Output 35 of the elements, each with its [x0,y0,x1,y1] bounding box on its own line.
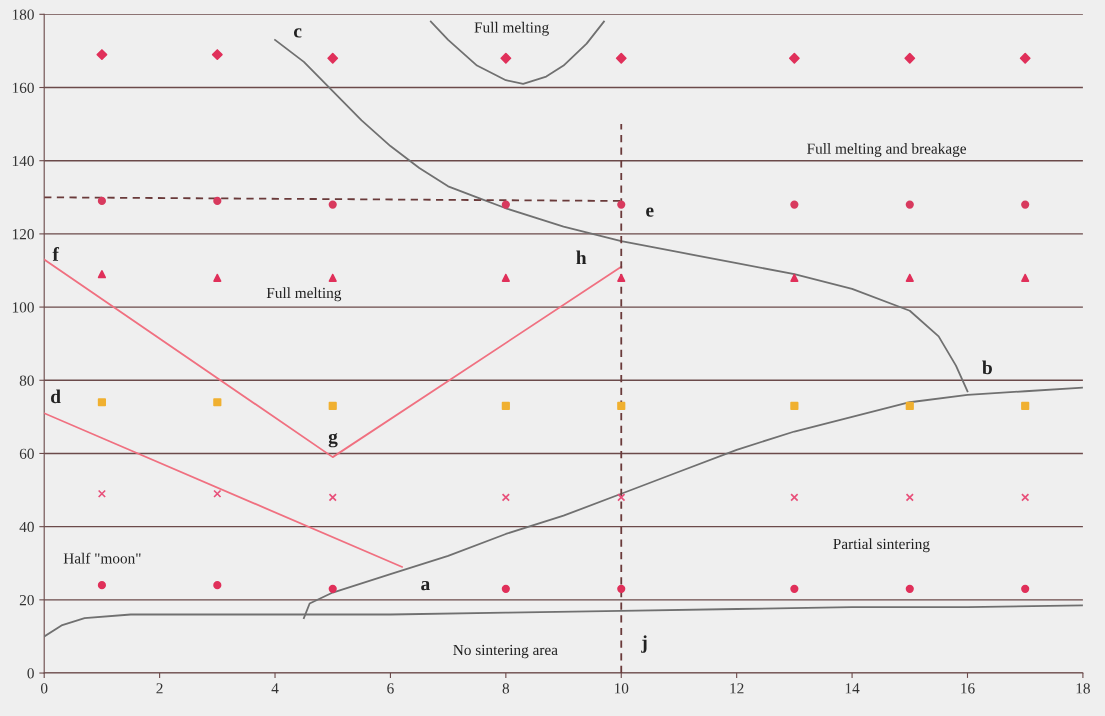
annotation: Full melting [266,287,342,302]
annotation: h [576,250,587,265]
y-tick-label: 160 [12,82,34,93]
x-tick-label: 10 [614,683,629,694]
x-tick-label: 4 [271,683,279,694]
annotation: c [293,28,302,38]
annotation: j [641,635,647,653]
x-tick-label: 18 [1076,683,1090,694]
annotation: Partial sintering [833,538,930,553]
annotation: d [51,389,61,404]
x-tick-label: 16 [961,683,975,694]
y-tick-label: 40 [19,521,34,533]
y-tick-label: 180 [12,9,34,20]
annotation: Half "moon" [63,552,141,564]
annotation: e [646,207,654,217]
y-tick-label: 0 [27,668,34,679]
y-tick-label: 140 [12,155,34,167]
x-tick-label: 8 [502,683,510,694]
annotation: a [421,580,430,591]
annotation: b [982,360,992,375]
y-tick-label: 80 [19,375,34,386]
annotation: No sintering area [453,644,558,659]
y-tick-label: 120 [12,229,34,240]
y-tick-label: 20 [19,594,34,606]
x-tick-label: 0 [40,683,48,694]
annotation: g [328,433,338,448]
annotation: f [52,247,60,261]
y-tick-label: 60 [19,448,34,459]
x-tick-label: 6 [387,683,394,694]
x-tick-label: 12 [730,683,744,694]
annotation: Full melting and breakage [807,143,967,157]
annotation: Full melting [474,21,549,36]
y-tick-label: 100 [12,302,34,313]
x-tick-label: 2 [156,683,163,694]
x-tick-label: 14 [845,683,860,694]
